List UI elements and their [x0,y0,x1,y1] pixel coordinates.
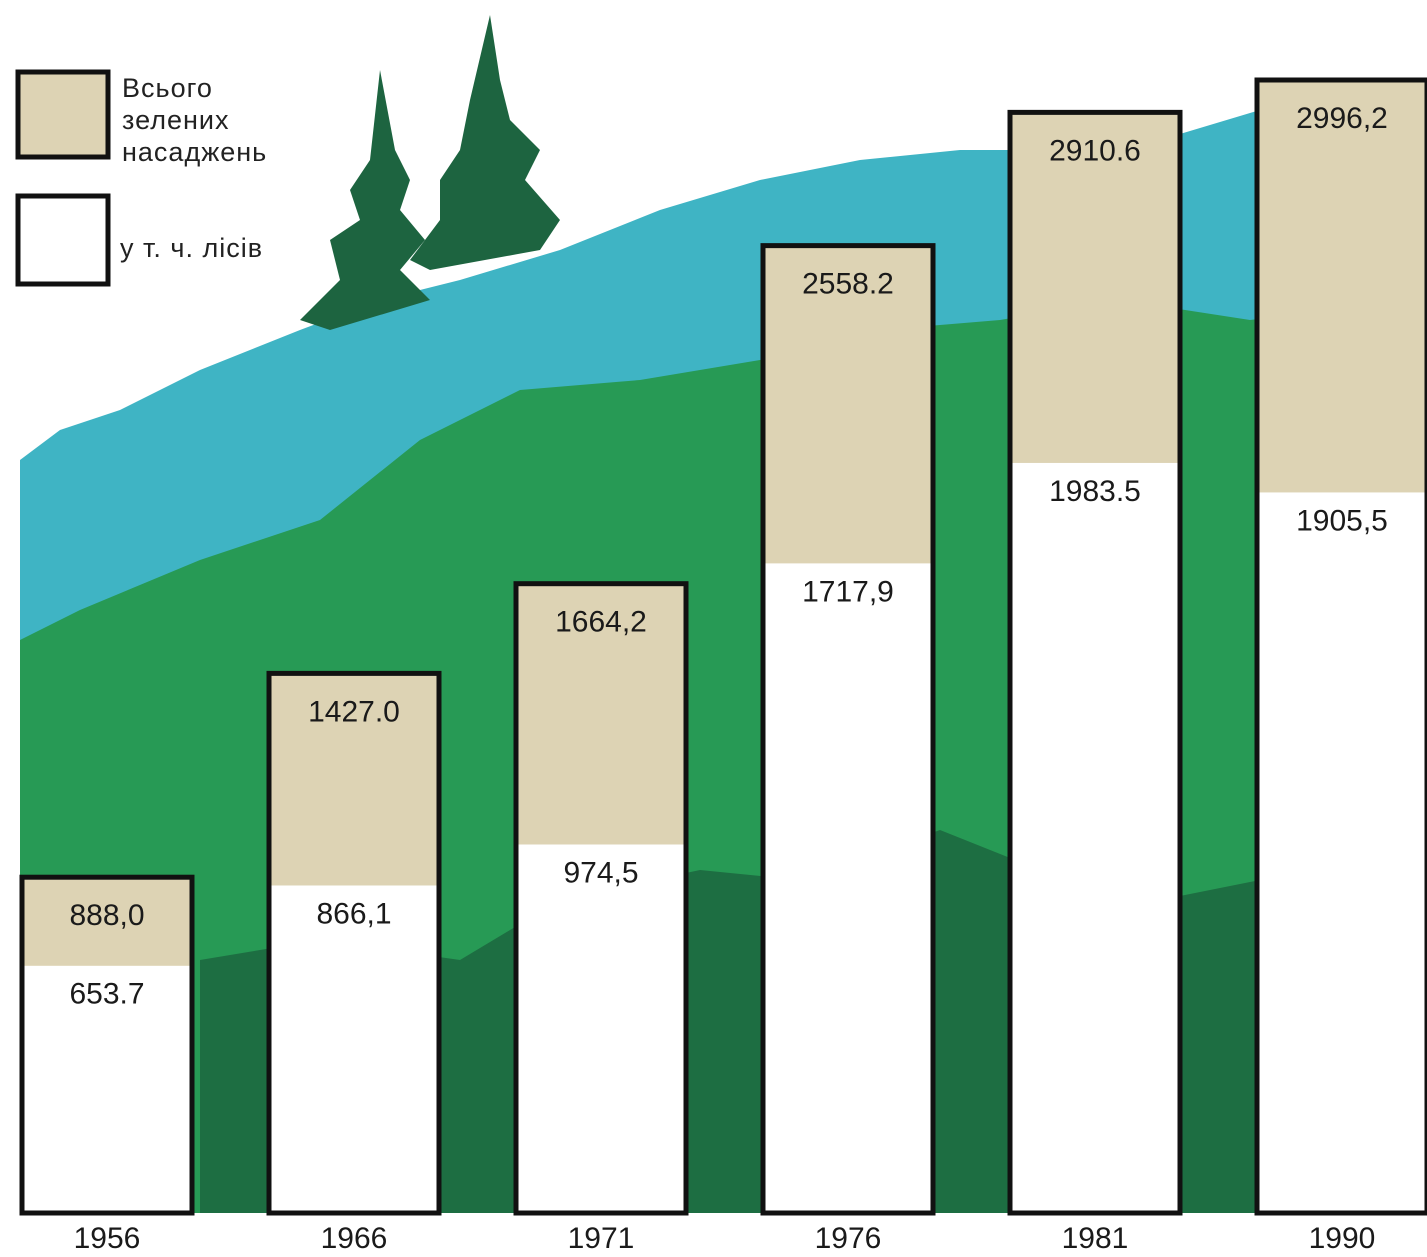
legend-swatch [18,196,108,284]
legend [18,72,108,284]
x-tick-label: 1956 [74,1222,141,1255]
tree [410,15,560,270]
x-tick-label: 1971 [568,1222,635,1255]
tree [300,70,430,330]
value-label: 1905,5 [1296,504,1388,537]
forest-bar [269,885,439,1213]
value-label: 1717,9 [802,575,894,608]
forest-bar [763,563,933,1213]
value-label: 1664,2 [555,606,647,639]
x-tick-label: 1976 [815,1222,882,1255]
value-label: 888,0 [69,899,144,932]
value-label: 653.7 [69,978,144,1011]
legend-label: у т. ч. лісів [120,232,320,264]
x-tick-label: 1966 [321,1222,388,1255]
forest-bar [1257,492,1427,1213]
chart: 888,0 653.7 1956 1427.0 866,1 1966 1664,2 974,5… [0,0,1427,1257]
value-label: 2996,2 [1296,102,1388,135]
x-tick-label: 1981 [1062,1222,1129,1255]
landscape [20,15,1427,1213]
legend-swatch [18,72,108,157]
chart-svg: 888,0 653.7 1956 1427.0 866,1 1966 1664,2 974,5… [0,0,1427,1257]
value-label: 2558.2 [802,268,894,301]
forest-bar [516,844,686,1213]
x-tick-label: 1990 [1309,1222,1376,1255]
value-label: 1427.0 [308,695,400,728]
value-label: 866,1 [316,897,391,930]
forest-bar [1010,463,1180,1213]
value-label: 2910.6 [1049,134,1141,167]
value-label: 974,5 [563,856,638,889]
value-label: 1983.5 [1049,475,1141,508]
legend-label: Всього зелених насаджень [122,72,302,168]
